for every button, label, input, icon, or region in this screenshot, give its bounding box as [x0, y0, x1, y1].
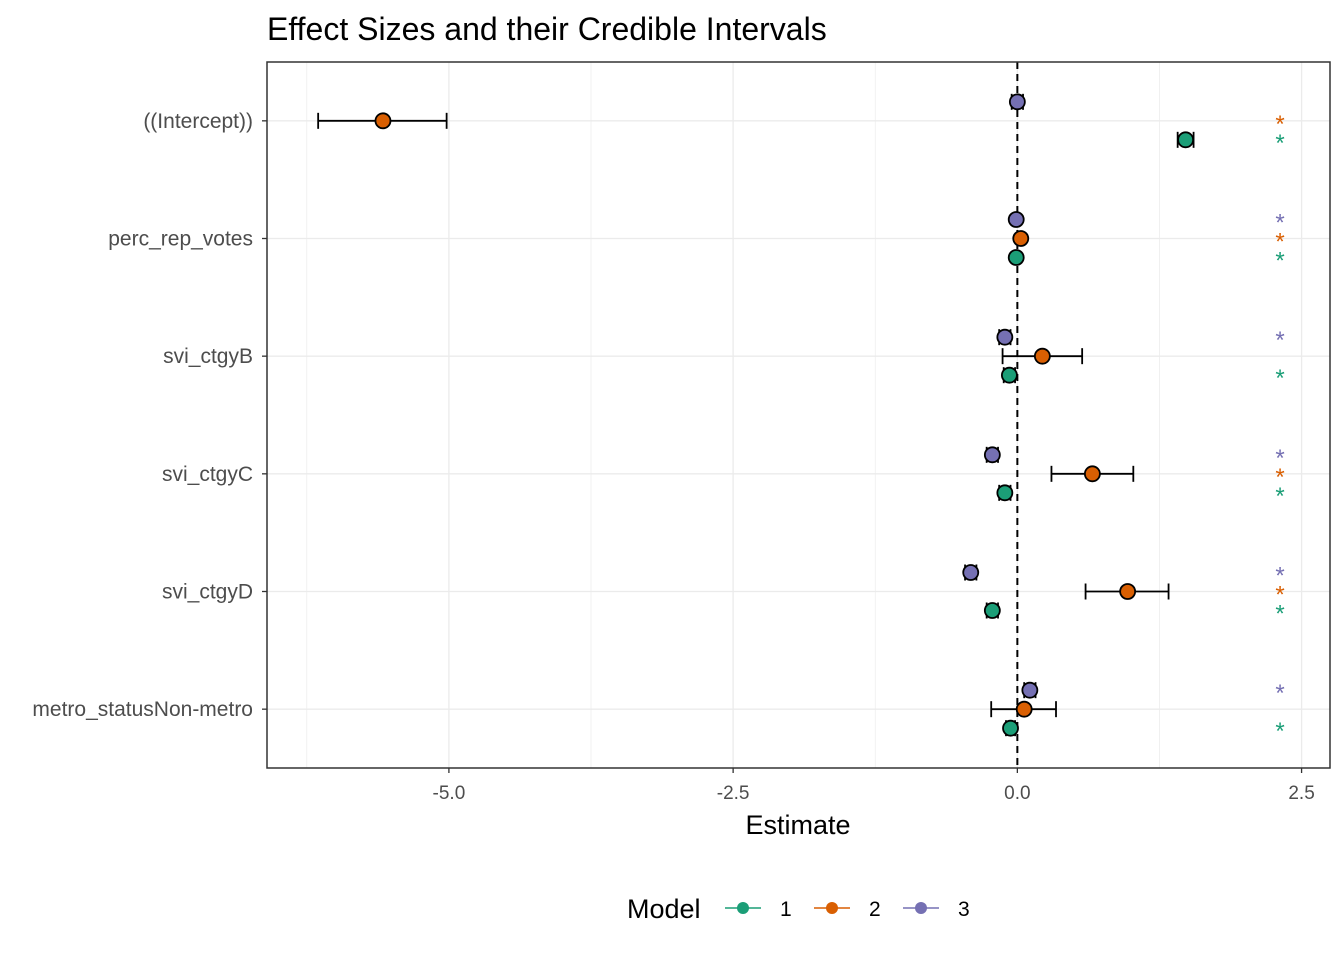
- y-tick-label: metro_statusNon-metro: [32, 698, 253, 721]
- panel-border: [266, 61, 1331, 769]
- grid-lines: [267, 62, 1330, 768]
- estimate-point: [1015, 700, 1033, 718]
- y-tick-label: svi_ctgyB: [163, 345, 253, 368]
- estimate-point: [1177, 131, 1195, 149]
- significance-star: *: [1275, 445, 1284, 472]
- estimate-point: [1021, 681, 1039, 699]
- estimate-point: [1119, 583, 1137, 600]
- x-tick-label: -2.5: [717, 783, 750, 804]
- estimate-point: [1008, 93, 1026, 111]
- estimate-point: [1000, 366, 1018, 384]
- significance-star: *: [1275, 680, 1284, 707]
- estimate-point: [983, 602, 1001, 619]
- estimate-point: [962, 564, 980, 581]
- x-tick-labels: -5.0 -2.5 0.0 2.5: [433, 768, 1315, 804]
- y-tick-label: svi_ctgyD: [162, 581, 253, 604]
- x-tick-label: -5.0: [433, 783, 466, 804]
- significance-star: *: [1275, 718, 1284, 745]
- y-tick-labels: ((Intercept)) perc_rep_votes svi_ctgyB svi_…: [32, 110, 267, 721]
- significance-star: *: [1275, 601, 1284, 628]
- significance-star: *: [1275, 365, 1284, 392]
- legend-label: 3: [958, 898, 970, 921]
- significance-star: *: [1275, 111, 1284, 138]
- significance-star: *: [1275, 210, 1284, 237]
- legend-label: 1: [780, 898, 792, 921]
- estimate-point: [1007, 249, 1025, 266]
- estimate-point: [1007, 211, 1025, 228]
- legend-key-point: [826, 902, 838, 914]
- legend: Model 1 2 3: [627, 894, 970, 924]
- legend-key-point: [737, 902, 749, 914]
- estimate-point: [996, 484, 1014, 502]
- estimate-point: [1083, 465, 1101, 483]
- estimate-point: [996, 328, 1014, 346]
- legend-key-point: [915, 902, 927, 914]
- significance-star: *: [1275, 563, 1284, 590]
- x-axis-label: Estimate: [745, 810, 850, 840]
- significance-layer: ***************: [1275, 111, 1284, 745]
- significance-star: *: [1275, 464, 1284, 491]
- estimate-point: [1033, 347, 1051, 365]
- estimate-point: [1012, 230, 1030, 247]
- significance-star: *: [1275, 130, 1284, 157]
- estimate-point: [983, 446, 1001, 464]
- chart-title: Effect Sizes and their Credible Interval…: [267, 11, 827, 47]
- estimate-point: [1002, 719, 1019, 737]
- legend-title: Model: [627, 894, 701, 924]
- x-tick-label: 2.5: [1288, 783, 1314, 804]
- legend-entries: 1 2 3: [725, 898, 970, 921]
- y-tick-label: ((Intercept)): [143, 110, 253, 133]
- legend-entry: 1: [725, 898, 792, 921]
- x-tick-label: 0.0: [1004, 783, 1030, 804]
- estimate-point: [374, 112, 392, 130]
- y-tick-label: svi_ctgyC: [162, 463, 253, 486]
- significance-star: *: [1275, 483, 1284, 510]
- significance-star: *: [1275, 327, 1284, 354]
- significance-star: *: [1275, 248, 1284, 275]
- y-tick-label: perc_rep_votes: [108, 228, 253, 251]
- significance-star: *: [1275, 229, 1284, 256]
- legend-entry: 3: [903, 898, 970, 921]
- significance-star: *: [1275, 582, 1284, 609]
- points-layer: [374, 93, 1195, 737]
- legend-label: 2: [869, 898, 881, 921]
- legend-entry: 2: [814, 898, 881, 921]
